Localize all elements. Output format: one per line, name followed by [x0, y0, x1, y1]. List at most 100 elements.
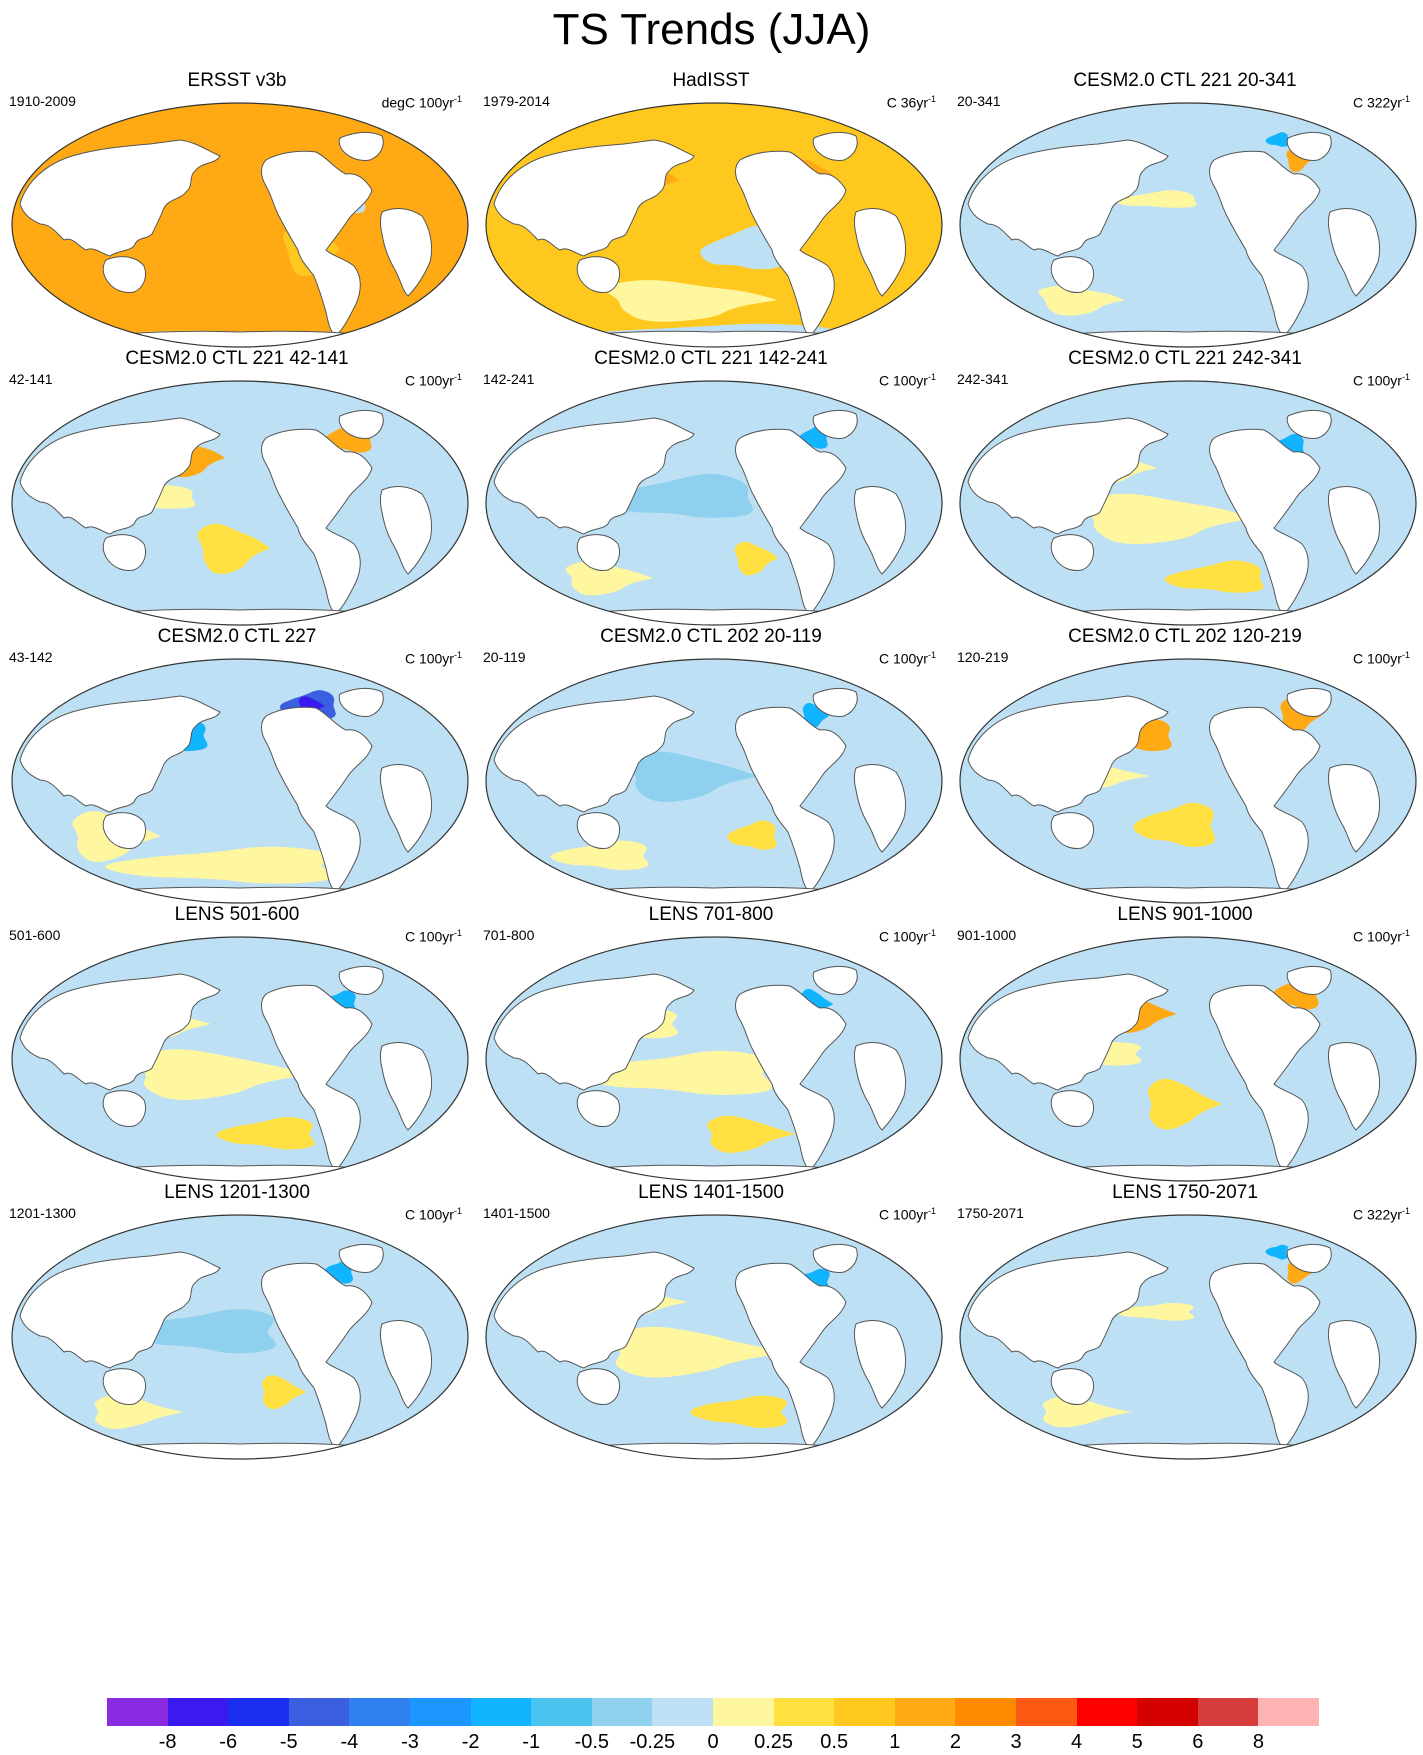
- trend-anomaly-region: [261, 1375, 307, 1410]
- map-panel: CESM2.0 CTL 221 142-241 142-241 C 100yr-1: [474, 348, 948, 648]
- panel-units: C 100yr-1: [879, 368, 936, 390]
- trend-anomaly-region: [197, 523, 271, 575]
- units-exponent: -1: [927, 1206, 936, 1216]
- colorbar-tick-label: 6: [1192, 1731, 1204, 1753]
- colorbar-tick-label: -8: [158, 1731, 177, 1753]
- colorbar-tick-label: 0: [707, 1731, 719, 1753]
- units-exponent: -1: [453, 928, 462, 938]
- world-map: [959, 936, 1417, 1182]
- continent-africa: [380, 1320, 433, 1409]
- continent-asia: [19, 139, 221, 257]
- colorbar-tick-label: 0.5: [820, 1731, 849, 1753]
- continent-australia: [576, 256, 621, 293]
- continent-australia: [102, 534, 147, 571]
- colorbar-tick-label: 2: [949, 1731, 961, 1753]
- units-exponent: -1: [453, 1206, 462, 1216]
- trend-anomaly-region: [1038, 285, 1125, 316]
- units-text: C 322yr: [1352, 94, 1402, 111]
- units-text: C 100yr: [404, 1206, 454, 1223]
- panel-period: 1910-2009: [9, 93, 76, 109]
- continent-africa: [854, 208, 907, 297]
- continent-africa: [854, 1320, 907, 1409]
- map-border: [959, 380, 1417, 626]
- units-exponent: -1: [1401, 372, 1410, 382]
- panel-units: C 100yr-1: [1353, 646, 1410, 668]
- continent-africa: [854, 486, 907, 575]
- colorbar-swatch: [167, 1698, 229, 1726]
- colorbar-tick-label: -2: [461, 1731, 480, 1753]
- colorbar-swatch: [470, 1698, 532, 1726]
- map-panel: CESM2.0 CTL 202 120-219 120-219 C 100yr-1: [948, 626, 1422, 926]
- colorbar-swatch: [712, 1698, 774, 1726]
- units-text: C 100yr: [878, 372, 928, 389]
- trend-anomaly-region: [577, 1050, 773, 1095]
- units-exponent: -1: [1401, 1206, 1410, 1216]
- continent-america: [1209, 706, 1321, 893]
- panel-title: HadISST: [672, 70, 750, 91]
- continent-asia: [19, 1251, 221, 1369]
- panel-period: 42-141: [9, 371, 53, 387]
- continent-australia: [1050, 812, 1095, 849]
- continent-africa: [854, 1042, 907, 1131]
- panel-title: ERSST v3b: [187, 70, 287, 91]
- continent-australia: [576, 812, 621, 849]
- colorbar-swatch: [228, 1698, 289, 1726]
- panel-period: 120-219: [957, 649, 1009, 665]
- continent-australia: [102, 1090, 147, 1127]
- continent-greenland: [338, 1243, 384, 1273]
- panel-period: 901-1000: [957, 927, 1017, 943]
- panel-period: 1979-2014: [483, 93, 550, 109]
- colorbar-tick-label: 8: [1252, 1731, 1264, 1753]
- map-border: [11, 936, 469, 1182]
- units-text: C 100yr: [1352, 928, 1402, 945]
- colorbar-swatch: [1197, 1698, 1259, 1726]
- panel-title: LENS 901-1000: [1117, 904, 1253, 925]
- world-map: [485, 380, 943, 626]
- panel-period: 242-341: [957, 371, 1009, 387]
- map-border: [485, 936, 943, 1182]
- colorbar-swatch: [652, 1698, 713, 1726]
- trend-anomaly-region: [734, 541, 778, 576]
- panel-period: 43-142: [9, 649, 53, 665]
- trend-anomaly-region: [1080, 493, 1255, 545]
- continent-asia: [493, 139, 695, 257]
- continent-greenland: [338, 965, 384, 995]
- continent-asia: [493, 1251, 695, 1369]
- world-map: [485, 1214, 943, 1460]
- world-map: [485, 936, 943, 1182]
- panel-title: LENS 1750-2071: [1112, 1182, 1258, 1203]
- continent-greenland: [1286, 409, 1332, 439]
- panel-period: 20-119: [483, 649, 526, 665]
- map-panel: LENS 1750-2071 1750-2071 C 322yr-1: [948, 1182, 1422, 1482]
- continent-america: [261, 1262, 373, 1449]
- units-exponent: -1: [1401, 650, 1410, 660]
- units-text: C 100yr: [404, 650, 454, 667]
- map-panel: CESM2.0 CTL 221 242-341 242-341 C 100yr-1: [948, 348, 1422, 648]
- map-border: [959, 102, 1417, 348]
- map-border: [485, 1214, 943, 1460]
- map-border: [959, 936, 1417, 1182]
- colorbar-tick-label: -3: [401, 1731, 419, 1753]
- map-panel: HadISST 1979-2014 C 36yr-1: [474, 70, 948, 370]
- continent-africa: [1328, 764, 1381, 853]
- colorbar-tick-label: -4: [340, 1731, 359, 1753]
- continent-australia: [1050, 534, 1095, 571]
- continent-greenland: [812, 409, 858, 439]
- continent-australia: [102, 256, 147, 293]
- map-panel: LENS 901-1000 901-1000 C 100yr-1: [948, 904, 1422, 1204]
- continent-africa: [1328, 486, 1381, 575]
- map-border: [11, 380, 469, 626]
- continent-asia: [493, 695, 695, 813]
- panel-units: C 100yr-1: [879, 646, 936, 668]
- colorbar-tick-label: -0.5: [574, 1731, 610, 1753]
- map-border: [11, 102, 469, 348]
- colorbar-labels: -8 -6 -5 -4 -3 -2 -1 -0.5 -0.25 0 0.25 0.5 1 2 3 4 5 6 8: [107, 1730, 1319, 1754]
- continent-asia: [967, 695, 1169, 813]
- panel-title: CESM2.0 CTL 221 142-241: [594, 348, 828, 369]
- world-map: [11, 658, 469, 904]
- trend-anomaly-region: [604, 280, 778, 322]
- units-exponent: -1: [453, 94, 462, 104]
- map-panel: LENS 1201-1300 1201-1300 C 100yr-1: [0, 1182, 474, 1482]
- units-text: C 100yr: [878, 928, 928, 945]
- panel-title: CESM2.0 CTL 227: [157, 626, 317, 647]
